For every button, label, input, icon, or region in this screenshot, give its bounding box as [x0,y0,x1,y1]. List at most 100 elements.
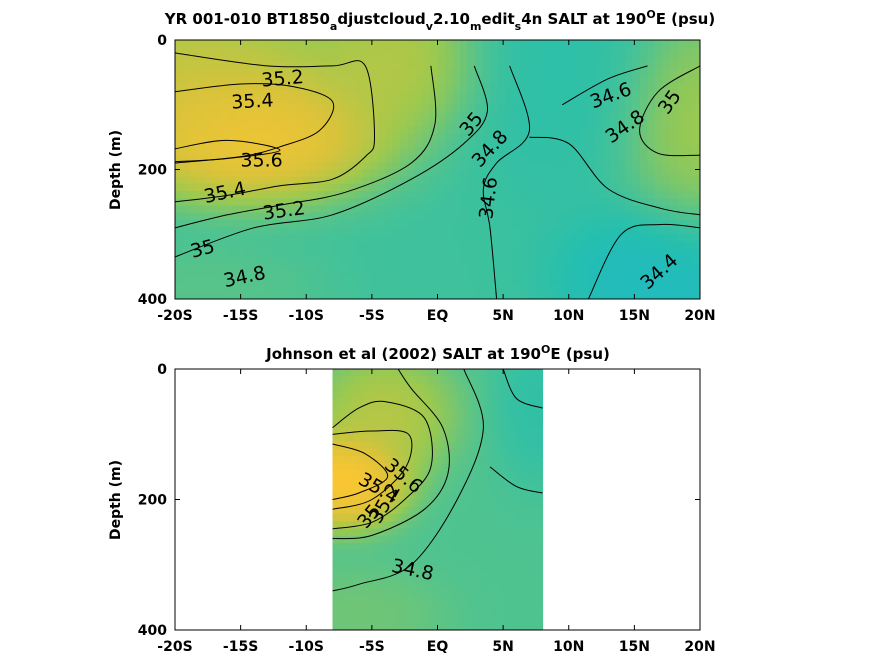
field-cell [476,564,481,573]
field-cell [377,111,386,120]
field-cell [338,398,343,406]
field-cell [416,456,421,464]
field-cell [362,506,367,515]
field-cell [287,68,296,77]
field-cell [572,176,581,185]
field-cell [482,448,487,457]
field-cell [595,54,604,63]
field-cell [340,75,349,84]
field-cell [280,183,289,192]
field-cell [302,111,311,120]
field-cell [422,219,431,228]
field-cell [410,412,415,421]
field-cell [692,68,700,77]
field-cell [482,191,491,199]
field-cell [500,456,505,464]
field-cell [473,441,478,450]
field-cell [235,227,244,235]
field-cell [445,191,454,199]
field-cell [542,155,551,163]
field-cell [460,270,469,279]
field-cell [395,434,400,443]
field-cell [515,608,520,617]
field-cell [227,169,236,178]
field-cell [335,615,340,624]
field-cell [272,61,281,70]
field-cell [542,61,551,70]
field-cell [485,470,490,479]
field-cell [692,169,700,178]
field-cell [482,176,491,185]
field-cell [365,434,370,443]
field-cell [380,564,385,573]
field-cell [371,593,376,602]
field-cell [377,68,386,77]
field-cell [190,241,199,250]
field-cell [389,463,394,472]
field-cell [437,47,446,55]
field-cell [505,291,514,299]
field-cell [335,434,340,443]
field-cell [347,205,356,214]
field-cell [542,255,551,264]
field-cell [257,277,266,286]
field-cell [587,191,596,199]
field-cell [385,263,394,271]
field-cell [344,586,349,595]
field-cell [422,601,427,609]
field-cell [497,434,502,443]
field-cell [353,376,358,385]
field-cell [503,514,508,522]
field-cell [404,419,409,428]
field-cell [389,412,394,421]
field-cell [205,241,214,250]
field-cell [197,291,206,299]
field-cell [647,140,656,149]
field-cell [374,601,379,609]
field-cell [415,54,424,63]
field-cell [440,506,445,515]
field-cell [497,369,502,377]
field-cell [446,579,451,588]
field-cell [416,514,421,522]
field-cell [430,61,439,70]
field-cell [407,593,412,602]
field-cell [527,83,536,91]
field-cell [467,601,472,609]
field-cell [467,270,476,279]
field-cell [362,291,371,299]
field-cell [446,463,451,472]
field-cell [368,514,373,522]
field-cell [503,419,508,428]
field-cell [685,133,694,142]
field-cell [422,383,427,392]
field-cell [505,126,514,135]
field-cell [527,162,536,171]
field-cell [580,104,589,113]
field-cell [662,291,671,299]
field-cell [359,456,364,464]
field-cell [257,40,266,48]
field-cell [344,369,349,377]
field-cell [464,499,469,508]
field-cell [332,140,341,149]
field-cell [335,528,340,537]
field-cell [347,183,356,192]
field-cell [443,470,448,479]
field-cell [476,521,481,530]
field-cell [515,499,520,508]
field-cell [280,133,289,142]
field-cell [677,155,686,163]
field-cell [362,550,367,559]
field-cell [521,608,526,617]
field-cell [520,183,529,192]
field-cell [530,434,535,443]
field-cell [385,162,394,171]
field-cell [398,398,403,406]
field-cell [520,83,529,91]
field-cell [355,162,364,171]
field-cell [505,183,514,192]
field-cell [220,75,229,84]
field-cell [242,277,251,286]
field-cell [467,61,476,70]
